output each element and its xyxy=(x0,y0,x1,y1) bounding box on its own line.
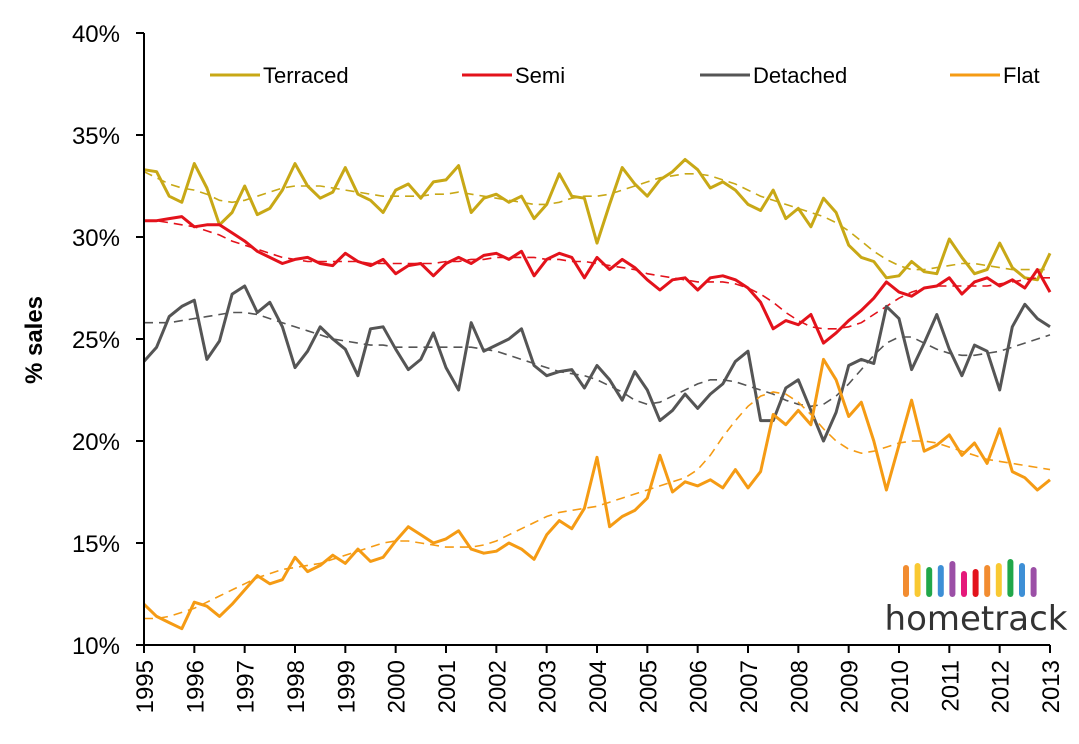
y-tick-label: 30% xyxy=(72,225,120,252)
semi-trend-line xyxy=(144,219,1050,330)
terraced-trend-line xyxy=(143,170,1050,271)
y-tick-label: 15% xyxy=(72,531,120,558)
legend-item-flat: Flat xyxy=(950,63,1040,88)
logo-bars xyxy=(903,559,1037,597)
detached-trend-line xyxy=(144,311,1051,408)
x-tick-label: 1999 xyxy=(333,660,360,713)
y-tick-label: 20% xyxy=(72,429,120,456)
y-tick-label: 10% xyxy=(72,633,120,660)
x-tick-label: 2003 xyxy=(535,660,562,713)
terraced-series-line xyxy=(143,158,1052,282)
x-ticks: 1995 1996 1997 1998 1999 2000 2001 2002 2003 2004… xyxy=(132,645,1065,713)
legend-item-detached: Detached xyxy=(700,63,847,88)
legend-label: Semi xyxy=(515,63,565,88)
legend-label: Flat xyxy=(1003,63,1040,88)
x-tick-label: 2004 xyxy=(585,660,612,713)
y-tick-label: 25% xyxy=(72,327,120,354)
x-tick-label: 2000 xyxy=(384,660,411,713)
legend-item-semi: Semi xyxy=(462,63,565,88)
detached-series-line xyxy=(142,284,1051,443)
flat-trend-line xyxy=(144,391,1051,620)
x-tick-label: 1995 xyxy=(132,660,159,713)
x-tick-label: 2005 xyxy=(635,660,662,713)
x-tick-label: 2012 xyxy=(988,660,1015,713)
x-tick-label: 2001 xyxy=(434,660,461,713)
legend-label: Terraced xyxy=(263,63,349,88)
legend-item-terraced: Terraced xyxy=(210,63,349,88)
legend-label: Detached xyxy=(753,63,847,88)
axes: 10%15%20%25%30%35%40% 1995 1996 1997 1998 19… xyxy=(72,21,1065,713)
y-axis-title: % sales xyxy=(21,296,48,384)
x-tick-label: 2011 xyxy=(937,660,964,712)
x-tick-label: 2008 xyxy=(786,660,813,713)
x-tick-label: 1998 xyxy=(283,660,310,713)
x-tick-label: 2013 xyxy=(1038,660,1065,713)
x-tick-label: 2006 xyxy=(686,660,713,713)
semi-series-line xyxy=(144,215,1052,345)
hometrack-logo: hometrack xyxy=(885,559,1068,639)
x-tick-label: 1996 xyxy=(182,660,209,713)
plot-series xyxy=(142,158,1052,631)
legend: Terraced Semi Detached Flat xyxy=(210,63,1040,88)
x-tick-label: 2002 xyxy=(484,660,511,713)
flat-series-line xyxy=(142,357,1051,631)
y-ticks: 10% 15% 20% 25% 30% 35% 40% xyxy=(72,21,144,660)
y-tick-label: 35% xyxy=(72,123,120,150)
x-tick-label: 2010 xyxy=(887,660,914,713)
y-tick-label: 40% xyxy=(72,21,120,48)
x-tick-label: 2007 xyxy=(736,660,763,713)
x-tick-label: 2009 xyxy=(837,660,864,713)
logo-text: hometrack xyxy=(885,599,1068,639)
x-tick-label: 1997 xyxy=(233,660,260,713)
